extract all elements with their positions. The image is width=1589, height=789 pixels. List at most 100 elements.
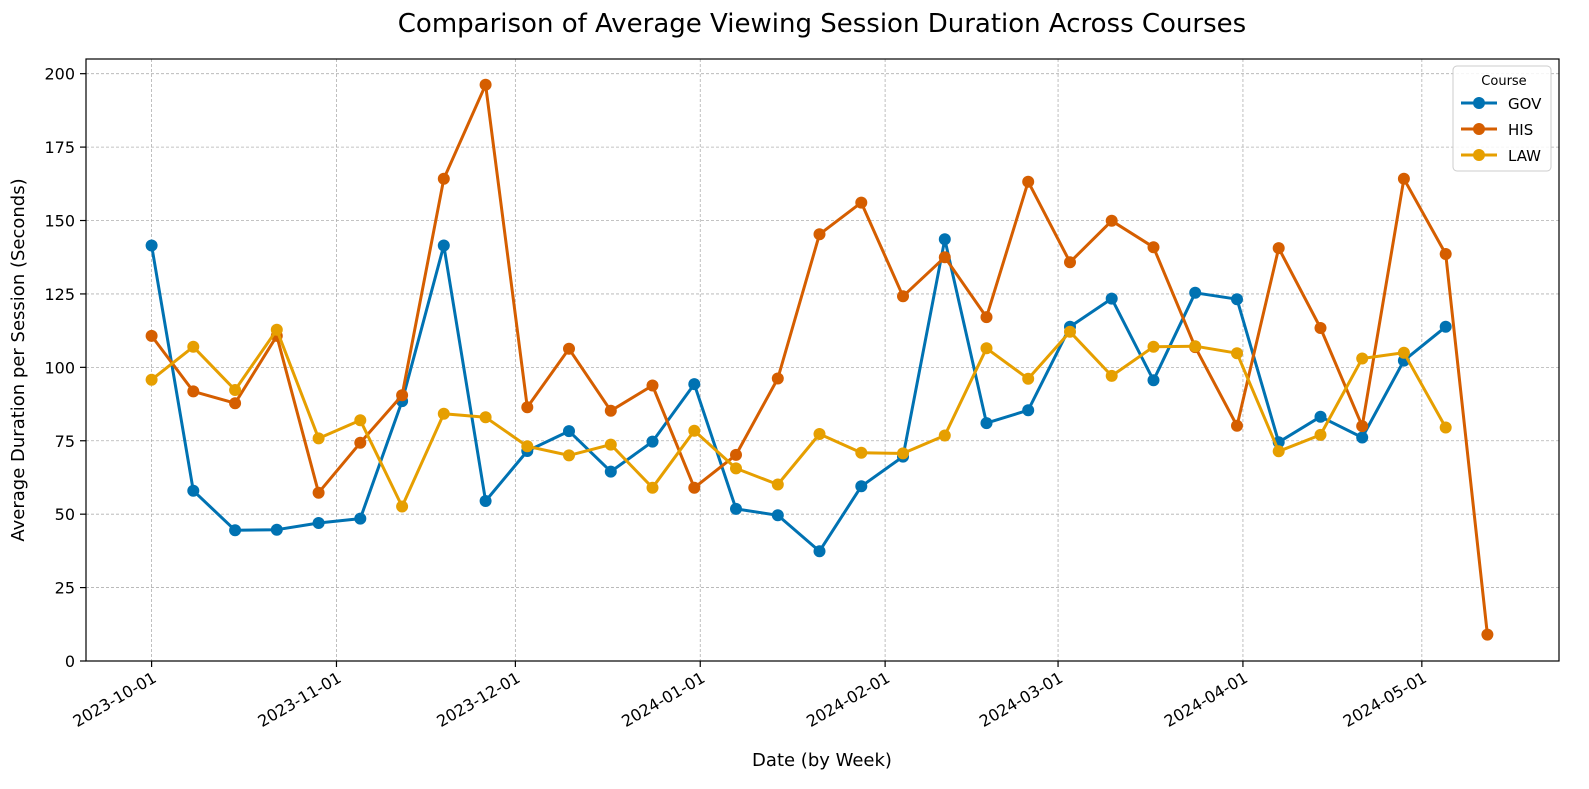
data-point-his <box>855 196 868 209</box>
data-point-his <box>1481 628 1494 641</box>
data-point-his <box>229 397 242 410</box>
x-tick-label: 2024-03-01 <box>976 668 1066 731</box>
y-tick-label: 50 <box>55 505 75 524</box>
data-point-law <box>312 432 325 445</box>
data-point-gov <box>1231 293 1243 306</box>
legend-box <box>1452 65 1552 172</box>
legend-title: Course <box>1481 74 1526 89</box>
data-point-his <box>312 486 325 499</box>
data-point-his <box>938 251 951 264</box>
data-point-his <box>1439 248 1452 260</box>
plot-frame <box>85 58 1560 662</box>
y-tick-label: 125 <box>44 285 75 304</box>
data-point-gov <box>1439 320 1452 333</box>
data-point-his <box>563 342 575 355</box>
data-point-his <box>604 404 617 417</box>
data-point-gov <box>1314 410 1327 423</box>
x-axis-ticks: 2023-10-01 2023-11-01 2023-12-01 2024-01-01… <box>70 661 1430 731</box>
data-point-his <box>1064 256 1076 269</box>
data-point-gov <box>229 524 242 537</box>
series-line-gov <box>150 237 1447 553</box>
data-point-law <box>437 407 450 420</box>
data-point-gov <box>145 239 158 252</box>
chart-title: Comparison of Average Viewing Session Du… <box>398 9 1246 39</box>
data-point-law <box>897 447 909 460</box>
data-point-his <box>730 448 742 461</box>
data-point-gov <box>1105 292 1118 305</box>
legend-label-his: HIS <box>1508 121 1533 139</box>
legend: Course GOV HIS LAW <box>1452 65 1552 172</box>
x-tick-label: 2024-01-01 <box>618 668 708 731</box>
data-point-his <box>771 372 784 385</box>
data-point-law <box>688 424 701 437</box>
data-point-his <box>1272 242 1285 255</box>
legend-label-gov: GOV <box>1508 95 1542 113</box>
data-point-his <box>980 311 993 324</box>
data-point-gov <box>312 517 325 529</box>
data-point-his <box>479 78 492 91</box>
legend-marker-his <box>1473 123 1485 135</box>
data-point-gov <box>980 417 993 430</box>
data-point-his <box>813 228 826 241</box>
data-point-law <box>771 478 784 491</box>
data-point-his <box>646 379 659 392</box>
data-point-his <box>1356 420 1369 433</box>
y-axis-ticks: 0 25 50 75 100 125 150 175 200 <box>44 65 86 671</box>
data-point-law <box>479 411 492 424</box>
data-point-his <box>1231 419 1243 432</box>
data-point-gov <box>771 509 784 522</box>
x-axis-label: Date (by Week) <box>752 750 892 771</box>
data-point-gov <box>1189 286 1202 299</box>
data-point-law <box>396 500 409 513</box>
data-point-gov <box>646 435 659 448</box>
y-tick-label: 0 <box>65 652 75 671</box>
legend-label-law: LAW <box>1508 147 1541 165</box>
data-point-his <box>1397 172 1410 185</box>
data-point-his <box>354 436 367 449</box>
data-point-law <box>1356 352 1369 365</box>
data-point-gov <box>813 545 826 558</box>
data-point-law <box>1314 428 1327 441</box>
data-point-law <box>1105 369 1118 382</box>
data-point-law <box>563 449 575 462</box>
data-point-law <box>1189 340 1202 353</box>
data-point-his <box>437 172 450 185</box>
data-point-law <box>1272 445 1285 458</box>
series-law <box>145 323 1452 513</box>
data-point-gov <box>270 523 283 536</box>
data-point-law <box>187 340 200 353</box>
data-point-law <box>1147 340 1160 353</box>
data-point-gov <box>730 502 742 515</box>
data-point-gov <box>187 484 200 497</box>
series-layer <box>145 78 1494 641</box>
data-point-his <box>1022 175 1035 188</box>
y-axis-label: Average Duration per Session (Seconds) <box>8 178 29 541</box>
legend-items: GOV HIS LAW <box>1461 95 1542 165</box>
data-point-law <box>1439 421 1452 434</box>
x-tick-label: 2023-11-01 <box>254 668 344 731</box>
data-point-law <box>521 440 534 453</box>
data-point-his <box>1147 241 1160 254</box>
data-point-his <box>396 389 409 402</box>
data-point-gov <box>1356 431 1369 444</box>
data-point-law <box>730 462 742 475</box>
y-tick-label: 100 <box>44 358 75 377</box>
data-point-gov <box>938 233 951 246</box>
x-tick-label: 2024-05-01 <box>1340 668 1430 731</box>
legend-marker-law <box>1473 149 1485 161</box>
legend-marker-gov <box>1473 97 1485 109</box>
series-line-law <box>150 328 1448 508</box>
data-point-gov <box>354 512 367 525</box>
data-point-his <box>897 290 909 303</box>
data-point-law <box>145 373 158 386</box>
data-point-law <box>270 323 283 336</box>
data-point-his <box>187 385 200 398</box>
data-point-his <box>1105 214 1118 227</box>
data-point-law <box>855 446 868 459</box>
data-point-gov <box>437 239 450 252</box>
grid-lines <box>86 59 1559 662</box>
data-point-his <box>688 481 701 494</box>
data-point-gov <box>1147 374 1160 387</box>
y-tick-label: 175 <box>44 138 75 157</box>
